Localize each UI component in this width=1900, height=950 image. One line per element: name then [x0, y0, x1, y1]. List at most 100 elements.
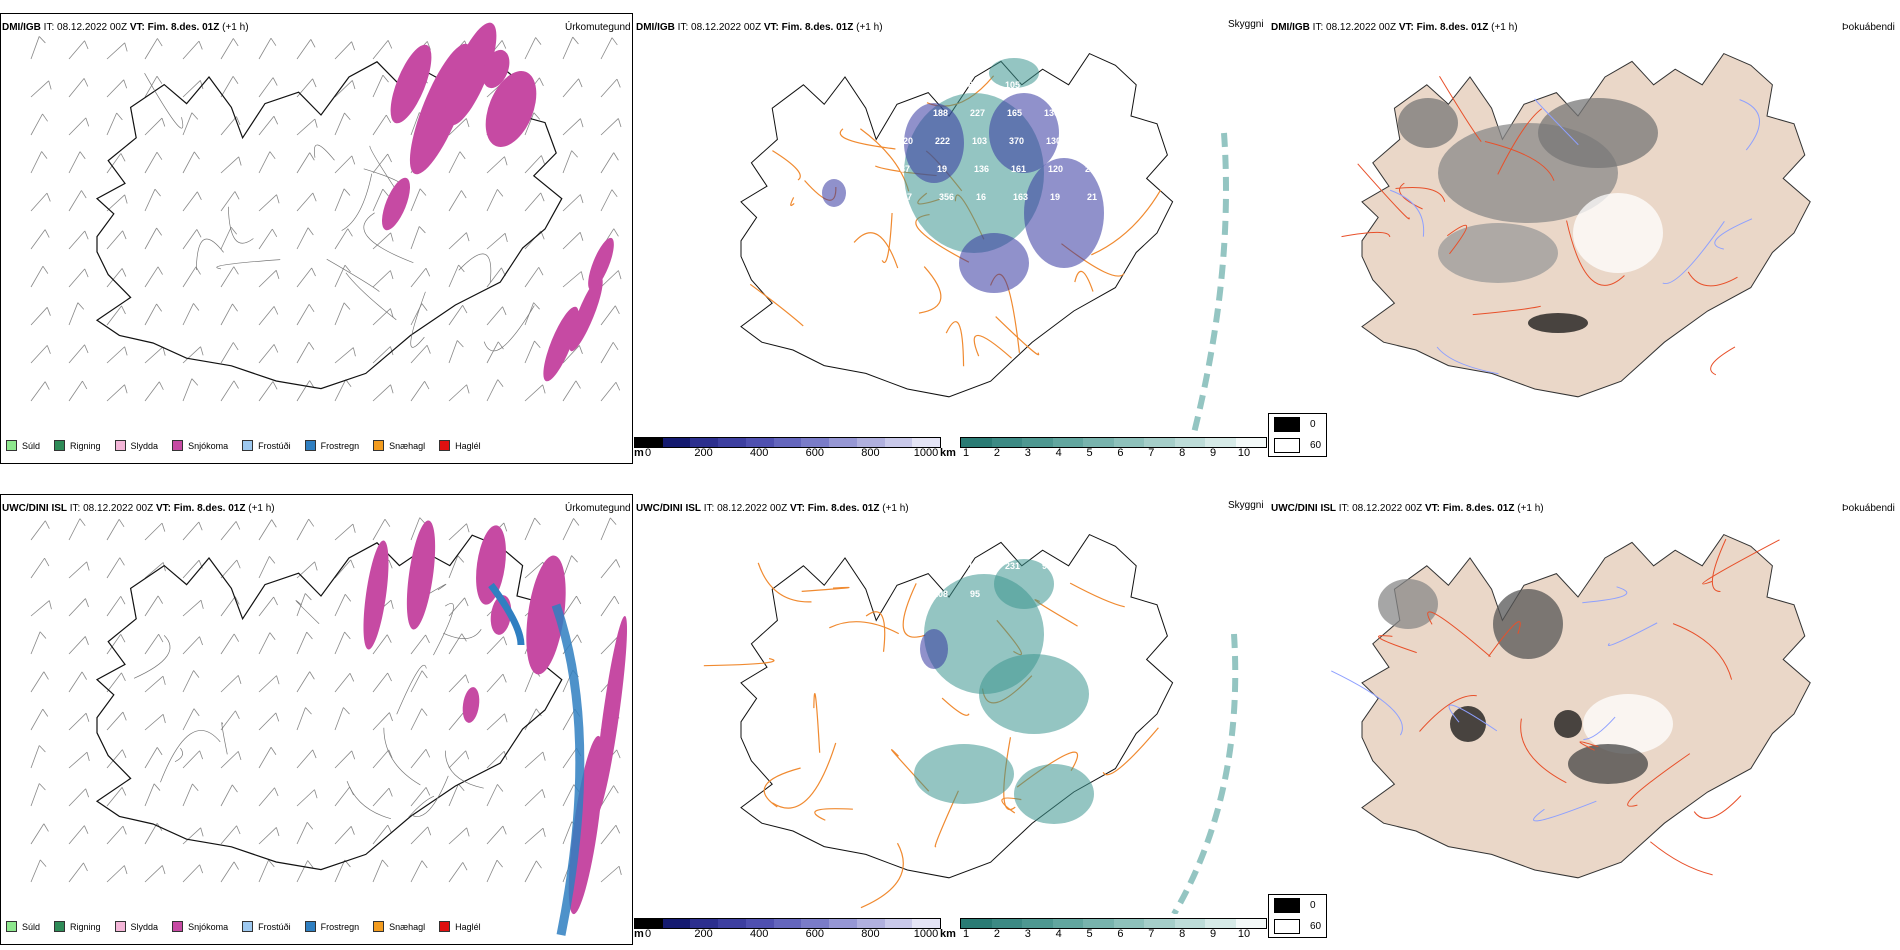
iceland-coastline	[740, 52, 1174, 398]
wind-barb	[524, 860, 542, 883]
wind-barb	[448, 305, 468, 326]
road-line	[396, 664, 427, 715]
wind-barb	[258, 747, 277, 769]
wind-barb	[68, 561, 90, 579]
wind-barb	[144, 117, 166, 136]
visibility-value-label: 163	[1013, 192, 1028, 202]
iceland-terrain	[1361, 533, 1811, 879]
road-line	[1484, 141, 1555, 181]
colorbar-tick-label: 400	[750, 447, 769, 459]
wind-barb	[334, 188, 351, 212]
fog-legend-row: 60	[1269, 435, 1326, 456]
wind-barb	[106, 112, 123, 136]
colorbar-segment	[745, 919, 774, 928]
visibility-value-label: 222	[935, 136, 950, 146]
road-line	[1341, 231, 1391, 238]
road-line	[410, 291, 426, 348]
wind-barb	[372, 859, 389, 883]
wind-barb	[486, 341, 504, 364]
fog-index-area	[1438, 223, 1558, 283]
wind-barb	[182, 750, 204, 769]
wind-barb	[68, 671, 87, 693]
wind-barb	[524, 192, 545, 212]
wind-barb	[220, 116, 241, 136]
precip-type-panel-top	[0, 13, 633, 464]
panel-header-top-3: DMI/IGB IT: 08.12.2022 00Z VT: Fim. 8.de…	[1271, 22, 1518, 33]
precip-legend-item: Haglél	[439, 440, 481, 451]
wind-barb	[220, 633, 240, 655]
wind-barb	[562, 518, 580, 541]
colorbar-segment	[1235, 438, 1266, 447]
wind-barb	[30, 783, 46, 807]
iceland-precip-map	[30, 22, 622, 402]
road-line	[383, 727, 421, 786]
road-line	[771, 742, 837, 809]
panel-header-top-1: DMI/IGB IT: 08.12.2022 00Z VT: Fim. 8.de…	[2, 22, 249, 33]
colorbar-tick-label: 8	[1179, 447, 1186, 459]
legend-swatch	[242, 440, 254, 451]
fog-index-area	[1583, 694, 1673, 754]
precip-legend-item: Slydda	[114, 440, 158, 451]
legend-swatch	[54, 921, 66, 932]
river-line	[1390, 189, 1425, 237]
colorbar-segment	[773, 919, 802, 928]
wind-barb	[600, 270, 622, 288]
visibility-value-label: 16	[976, 192, 986, 202]
visibility-area	[904, 103, 964, 183]
wind-barb	[68, 268, 89, 288]
visibility-band	[1191, 132, 1229, 433]
visibility-value-label: 188	[1079, 561, 1094, 571]
wind-barb	[334, 112, 351, 136]
colorbar-segment	[1022, 919, 1053, 928]
visibility-panel-top: 607 112 8 105 139 296 200 188 227 165 136 258 120 222…	[634, 13, 1270, 433]
wind-barb	[448, 862, 468, 883]
wind-barb	[524, 827, 546, 845]
wind-barb	[524, 708, 542, 731]
wind-barb	[524, 112, 541, 136]
freezing-rain-band	[488, 582, 525, 646]
wind-barb	[486, 673, 507, 693]
precip-legend-item: Haglél	[439, 921, 481, 932]
wind-barb	[448, 555, 465, 579]
wind-barb	[30, 823, 49, 845]
colorbar-segment	[773, 438, 802, 447]
river-line	[1331, 670, 1403, 736]
wind-barb	[296, 380, 315, 402]
wind-barb	[448, 151, 466, 174]
road-line	[345, 272, 397, 321]
wind-barb	[600, 382, 621, 402]
wind-barb	[448, 232, 470, 250]
visibility-value-label: 87	[900, 164, 910, 174]
wind-barb	[258, 787, 279, 807]
colorbar-tick-label: 1000	[913, 447, 939, 459]
wind-barb	[220, 675, 242, 693]
precip-legend-item: Snæhagl	[373, 440, 425, 451]
snow-area	[482, 49, 510, 89]
colorbar-segment	[1052, 438, 1083, 447]
wind-barb	[30, 859, 47, 883]
wind-barb	[68, 117, 90, 136]
wind-barb	[448, 827, 470, 845]
colorbar-segment	[991, 438, 1022, 447]
colorbar-segment	[1174, 438, 1205, 447]
wind-barb	[372, 824, 392, 845]
wind-barb	[30, 745, 46, 769]
wind-barb	[68, 78, 89, 98]
road-line	[1702, 539, 1780, 585]
road-line	[216, 259, 281, 270]
wind-barb	[68, 344, 89, 364]
visibility-value-label: 203	[1085, 164, 1100, 174]
wind-barb	[68, 380, 88, 402]
wind-barb	[372, 787, 393, 807]
wind-barb	[182, 151, 200, 174]
road-line	[772, 150, 801, 181]
wind-barb	[106, 634, 126, 655]
wind-barb	[30, 557, 50, 579]
wind-barb	[600, 37, 618, 60]
legend-label: Snæhagl	[389, 921, 426, 932]
wind-barb	[372, 114, 392, 136]
fog-index-area	[1398, 98, 1458, 148]
road-line	[174, 747, 183, 762]
wind-barb	[106, 230, 127, 250]
iceland-fog-map	[1341, 52, 1811, 398]
